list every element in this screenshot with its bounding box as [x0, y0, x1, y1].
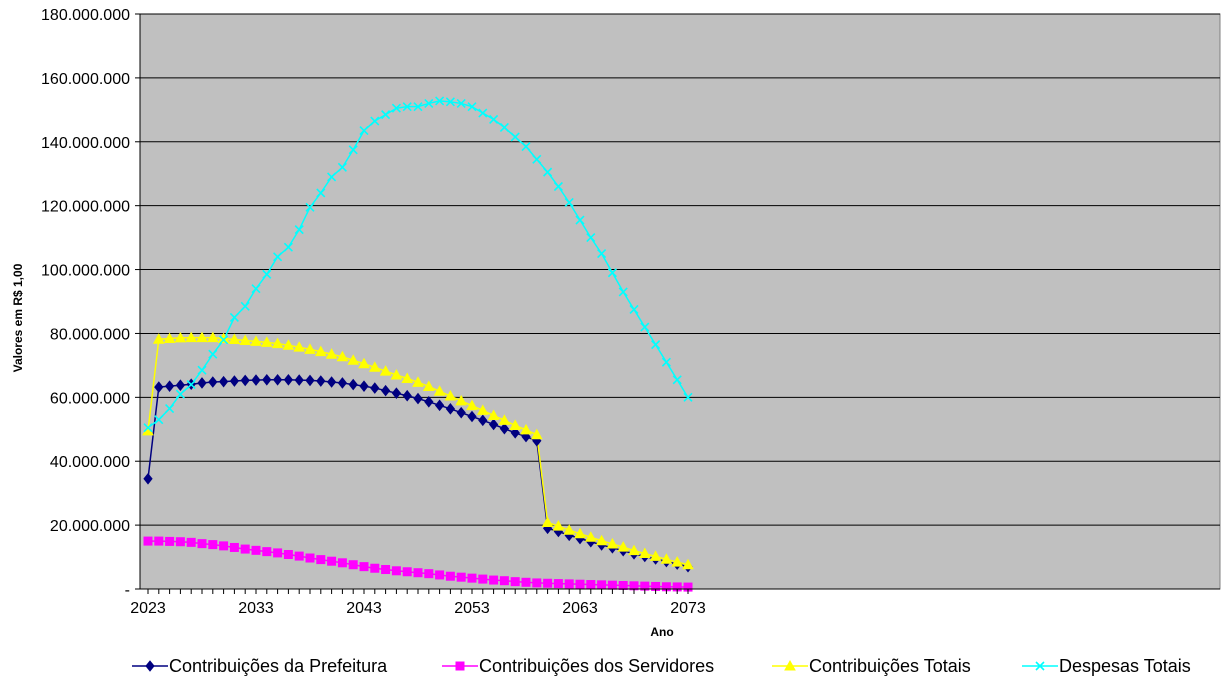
- point-s1-2031: [230, 543, 238, 551]
- point-s1-2034: [263, 548, 271, 556]
- legend-label-0: Contribuições da Prefeitura: [169, 656, 388, 676]
- legend-label-3: Despesas Totais: [1059, 656, 1191, 676]
- point-s1-2054: [479, 575, 487, 583]
- point-s1-2062: [565, 580, 573, 588]
- point-s1-2047: [403, 568, 411, 576]
- point-s1-2025: [166, 537, 174, 545]
- point-s1-2048: [414, 569, 422, 577]
- y-tick-label-0: -: [125, 582, 130, 599]
- legend-marker-1: [456, 662, 464, 670]
- point-s1-2041: [338, 559, 346, 567]
- point-s1-2057: [511, 578, 519, 586]
- point-s1-2039: [317, 556, 325, 564]
- x-axis-title: Ano: [650, 625, 673, 639]
- legend: Contribuições da Prefeitura Contribuições…: [132, 656, 1191, 676]
- y-tick-label-9: 180.000.000: [41, 7, 130, 24]
- point-s1-2035: [274, 549, 282, 557]
- x-axis-tick-labels: 2023 2033 2043 2053 2063 2073: [130, 600, 706, 617]
- point-s1-2044: [371, 564, 379, 572]
- y-tick-label-8: 160.000.000: [41, 71, 130, 88]
- point-s1-2066: [608, 581, 616, 589]
- point-s1-2060: [544, 579, 552, 587]
- point-s1-2052: [457, 573, 465, 581]
- point-s1-2061: [554, 580, 562, 588]
- point-s1-2030: [220, 542, 228, 550]
- point-s1-2053: [468, 574, 476, 582]
- point-s1-2051: [446, 572, 454, 580]
- legend-label-1: Contribuições dos Servidores: [479, 656, 714, 676]
- y-tick-label-7: 140.000.000: [41, 135, 130, 152]
- point-s1-2045: [382, 566, 390, 574]
- x-tick-label-2023: 2023: [130, 600, 166, 617]
- point-s1-2032: [241, 545, 249, 553]
- plot-area: [140, 14, 1220, 589]
- y-tick-label-6: 120.000.000: [41, 199, 130, 216]
- point-s1-2050: [436, 571, 444, 579]
- point-s1-2038: [306, 554, 314, 562]
- x-tick-label-2053: 2053: [454, 600, 490, 617]
- point-s1-2033: [252, 546, 260, 554]
- point-s1-2029: [209, 541, 217, 549]
- point-s1-2026: [176, 538, 184, 546]
- y-tick-label-2: 40.000.000: [50, 454, 130, 471]
- point-s1-2024: [155, 537, 163, 545]
- y-tick-label-1: 20.000.000: [50, 518, 130, 535]
- legend-marker-0: [146, 661, 154, 671]
- point-s1-2028: [198, 540, 206, 548]
- point-s1-2067: [619, 581, 627, 589]
- y-axis-tick-labels: - 20.000.000 40.000.000 60.000.000 80.000.00…: [41, 7, 130, 599]
- point-s1-2055: [490, 576, 498, 584]
- y-tick-label-5: 100.000.000: [41, 263, 130, 280]
- point-s1-2056: [500, 577, 508, 585]
- point-s1-2046: [392, 567, 400, 575]
- x-tick-label-2043: 2043: [346, 600, 382, 617]
- legend-label-2: Contribuições Totais: [809, 656, 971, 676]
- point-s1-2042: [349, 561, 357, 569]
- point-s1-2065: [598, 581, 606, 589]
- point-s1-2063: [576, 580, 584, 588]
- y-tick-label-4: 80.000.000: [50, 326, 130, 343]
- point-s1-2059: [533, 579, 541, 587]
- x-tick-label-2033: 2033: [238, 600, 274, 617]
- y-axis-title: Valores em R$ 1,00: [11, 263, 25, 372]
- x-tick-label-2073: 2073: [670, 600, 706, 617]
- point-s1-2027: [187, 538, 195, 546]
- point-s1-2023: [144, 537, 152, 545]
- y-tick-label-3: 60.000.000: [50, 390, 130, 407]
- point-s1-2058: [522, 578, 530, 586]
- point-s1-2043: [360, 563, 368, 571]
- point-s1-2036: [284, 551, 292, 559]
- point-s1-2049: [425, 570, 433, 578]
- point-s1-2037: [295, 552, 303, 560]
- point-s1-2040: [328, 557, 336, 565]
- x-tick-label-2063: 2063: [562, 600, 598, 617]
- point-s1-2064: [587, 581, 595, 589]
